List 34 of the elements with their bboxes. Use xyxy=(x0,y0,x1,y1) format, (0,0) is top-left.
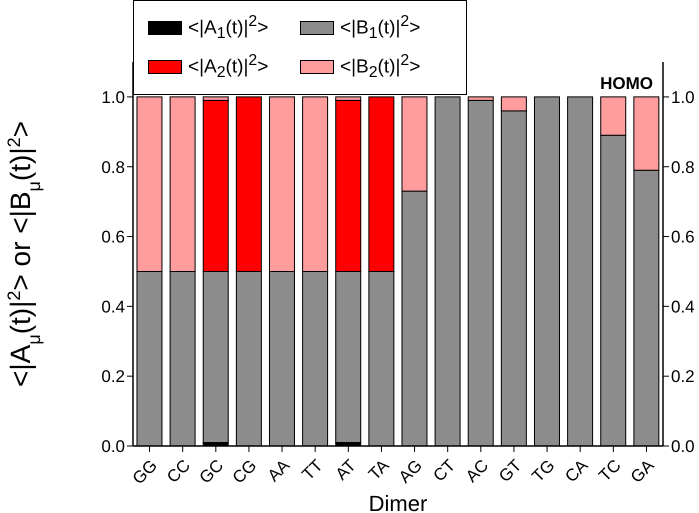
x-tick-label: AG xyxy=(395,456,426,487)
x-axis-title: Dimer xyxy=(368,491,428,513)
legend-label: <|A$_{2}$(t)|$^{2}$> xyxy=(188,52,268,82)
x-tick-label: TT xyxy=(298,456,326,484)
x-tick-label: CT xyxy=(430,456,459,486)
x-tick-label: GG xyxy=(128,456,161,488)
y-tick-label: 0.0 xyxy=(101,437,125,456)
x-tick-label: TA xyxy=(364,455,394,484)
y-tick-label: 0.4 xyxy=(101,297,125,316)
x-tick-label: CA xyxy=(561,455,592,486)
x-tick-label: GC xyxy=(196,456,228,488)
y-tick-label: 0.6 xyxy=(101,228,125,247)
y-tick-label: 1.0 xyxy=(101,88,125,107)
legend-label: <|B$_{1}$(t)|$^{2}$> xyxy=(340,13,420,44)
y2-tick-label: 0.2 xyxy=(671,367,695,386)
x-tick-label: GT xyxy=(495,456,526,486)
x-tick-label: AT xyxy=(332,456,360,484)
y-tick-label: 0.8 xyxy=(101,158,125,177)
annotation: HOMO xyxy=(600,74,653,94)
x-tick-label: TC xyxy=(595,456,625,486)
x-tick-label: TG xyxy=(528,456,558,486)
y2-tick-label: 0.0 xyxy=(671,437,695,456)
x-tick-label: AC xyxy=(462,456,492,486)
x-tick-label: AA xyxy=(264,455,294,486)
legend-label: <|B$_{2}$(t)|$^{2}$> xyxy=(340,52,420,82)
y-tick-label: 0.2 xyxy=(101,367,125,386)
y2-tick-label: 1.0 xyxy=(671,88,695,107)
y2-tick-label: 0.6 xyxy=(671,228,695,247)
x-tick-label: CC xyxy=(163,456,194,487)
x-tick-label: CG xyxy=(228,456,260,488)
y2-tick-label: 0.4 xyxy=(671,297,695,316)
x-tick-label: GA xyxy=(626,455,658,487)
legend-label: <|A$_{1}$(t)|$^{2}$> xyxy=(188,13,268,44)
y2-tick-label: 0.8 xyxy=(671,158,695,177)
